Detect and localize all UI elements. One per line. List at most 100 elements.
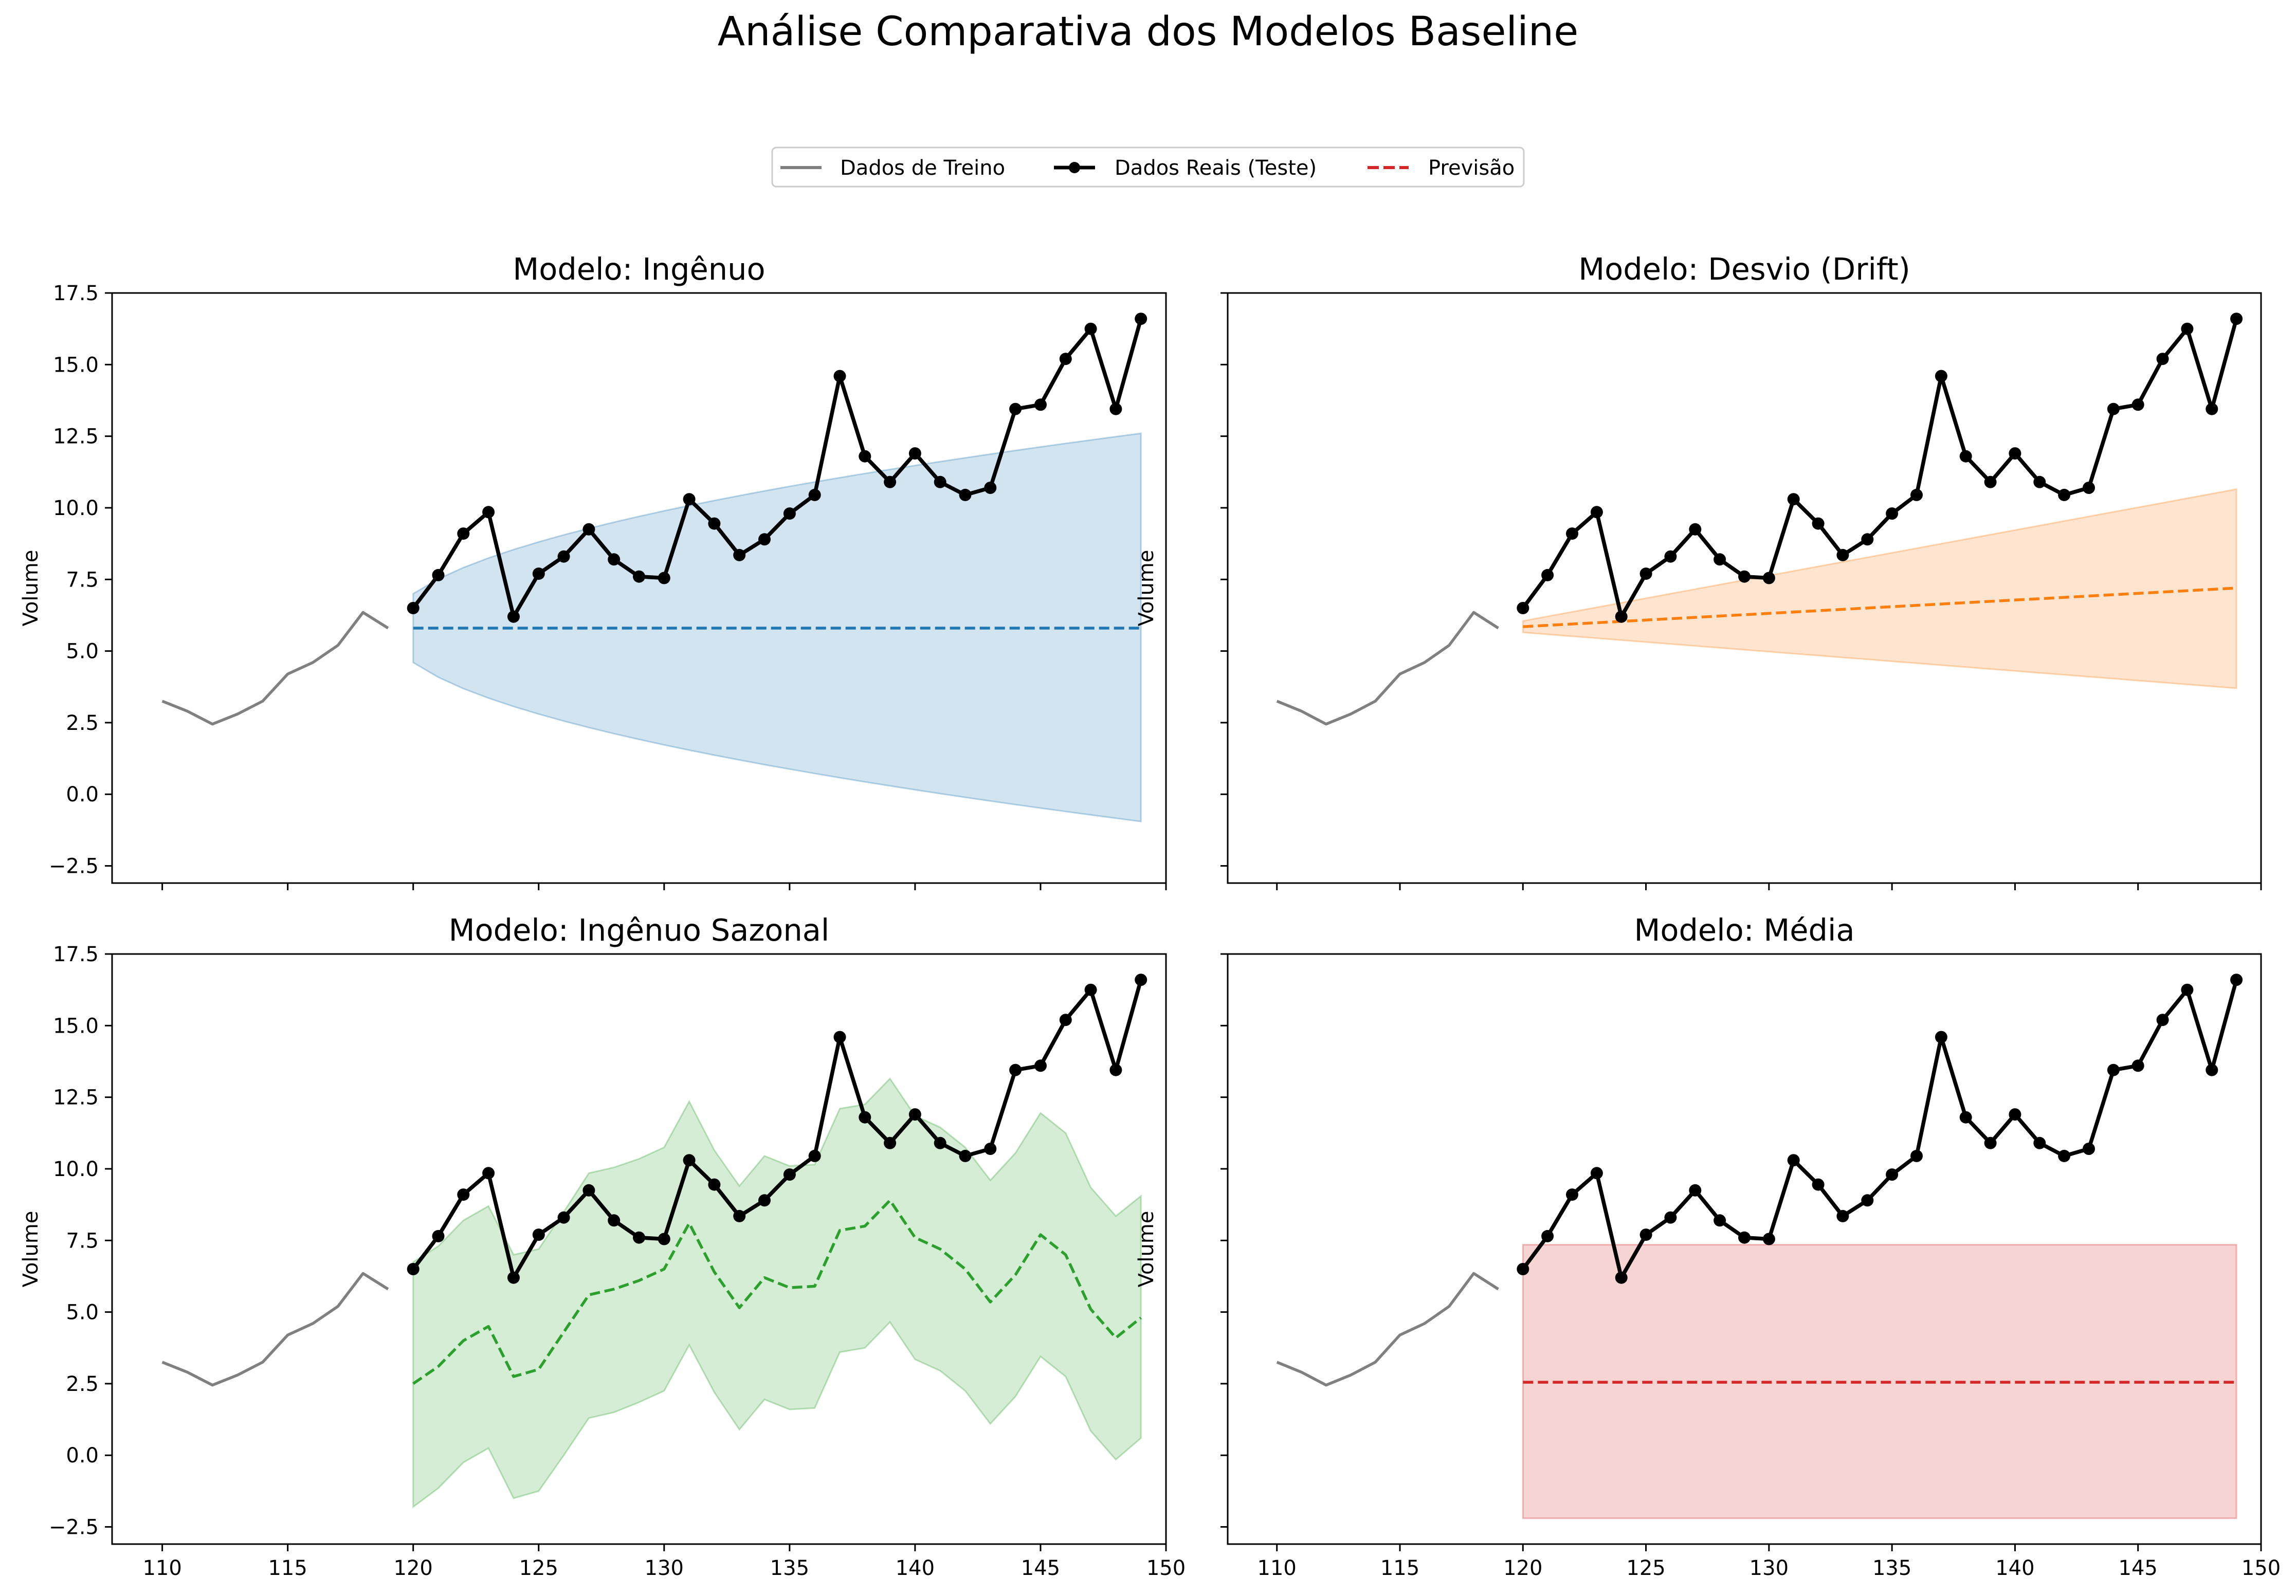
test-point (1084, 322, 1097, 335)
prediction-interval-band (412, 1077, 1142, 1509)
legend-forecast-label: Previsão (1428, 156, 1515, 180)
test-point (1910, 488, 1923, 501)
test-point (1664, 550, 1677, 563)
test-point (1664, 1211, 1677, 1224)
x-tick-label: 135 (770, 1556, 809, 1580)
test-point (808, 1149, 821, 1162)
test-point (708, 517, 721, 530)
test-point (1886, 507, 1899, 520)
axes-frame (111, 292, 1167, 884)
test-point (934, 475, 946, 488)
test-point (1034, 398, 1047, 411)
test-point (2131, 1059, 2144, 1072)
test-point (2131, 398, 2144, 411)
panel-modelo-ingenuo: Modelo: Ingênuo Volume −2.5 0.0 2.5 5.0 7.5 10.… (19, 251, 1167, 890)
y-axis-label: Volume (19, 1211, 43, 1288)
x-tick-label: 110 (142, 1556, 181, 1580)
test-point (407, 602, 420, 614)
legend-test-marker (1069, 162, 1080, 173)
test-point (1084, 983, 1097, 996)
test-point (1009, 1063, 1022, 1076)
y-tick-label: 12.5 (53, 1086, 99, 1110)
test-point (482, 506, 495, 519)
test-point (1109, 402, 1122, 415)
test-point (2156, 1014, 2169, 1026)
x-tick-label: 145 (1021, 1556, 1060, 1580)
test-point (1517, 602, 1529, 614)
test-point (984, 482, 997, 494)
test-point (2230, 974, 2243, 986)
panels: Modelo: Ingênuo Volume −2.5 0.0 2.5 5.0 7.5 10.… (19, 251, 2281, 1580)
test-line (1521, 979, 2238, 1280)
test-point (2033, 475, 2046, 488)
x-tick-label: 120 (394, 1556, 433, 1580)
axes-frame (1227, 292, 2262, 884)
test-point (1812, 517, 1825, 530)
test-point (1689, 523, 1702, 536)
test-point (1935, 370, 1947, 382)
test-point (1541, 568, 1554, 581)
x-tick-label: 145 (2119, 1556, 2158, 1580)
y-tick-label: −2.5 (49, 855, 99, 878)
test-point (1861, 1194, 1874, 1207)
legend: Dados de Treino Dados Reais (Teste) Prev… (771, 146, 1525, 188)
panel-modelo-ingenuo-sazonal: Modelo: Ingênuo Sazonal Volume −2.5 0.0 2.5 5… (19, 912, 1186, 1580)
axes-frame (111, 953, 1167, 1545)
test-point (1517, 1263, 1529, 1275)
x-tick-label: 130 (1750, 1556, 1789, 1580)
test-point (2206, 1063, 2218, 1076)
test-point (2058, 488, 2071, 501)
test-point (1910, 1149, 1923, 1162)
test-point (859, 1111, 871, 1124)
x-tick-label: 115 (268, 1556, 307, 1580)
train-line (161, 611, 389, 726)
test-point (1738, 1231, 1751, 1244)
test-point (507, 1271, 520, 1284)
test-point (708, 1178, 721, 1191)
test-point (1639, 1228, 1652, 1241)
test-point (1861, 533, 1874, 546)
train-line (1276, 1272, 1499, 1387)
y-tick-label: 5.0 (66, 640, 99, 664)
test-point (608, 553, 621, 566)
y-tick-label: 2.5 (66, 1372, 99, 1396)
train-line (161, 1272, 389, 1387)
test-point (1541, 1230, 1554, 1242)
y-axis-label: Volume (1135, 550, 1158, 627)
test-point (908, 447, 921, 460)
test-point (2206, 402, 2218, 415)
x-tick-label: 125 (519, 1556, 558, 1580)
test-point (1738, 570, 1751, 583)
test-point (2058, 1149, 2071, 1162)
y-tick-label: 15.0 (53, 353, 99, 377)
y-tick-label: 0.0 (66, 1444, 99, 1467)
test-point (2033, 1136, 2046, 1149)
x-tick-label: 120 (1503, 1556, 1542, 1580)
test-point (2107, 1063, 2120, 1076)
y-tick-label: 5.0 (66, 1301, 99, 1325)
y-tick-label: −2.5 (49, 1516, 99, 1539)
test-point (457, 1188, 470, 1201)
test-point (833, 1031, 846, 1043)
test-point (1034, 1059, 1047, 1072)
legend-frame (771, 146, 1525, 188)
test-point (959, 1149, 972, 1162)
test-point (1059, 353, 1072, 365)
test-point (1714, 1214, 1726, 1227)
forecast-line (412, 1199, 1142, 1385)
x-tick-label: 110 (1258, 1556, 1297, 1580)
test-point (683, 493, 696, 506)
test-point (1109, 1063, 1122, 1076)
test-point (2156, 353, 2169, 365)
test-point (658, 1233, 670, 1245)
panel-modelo-desvio-drift: Modelo: Desvio (Drift) Volume (1135, 251, 2262, 890)
test-point (2083, 482, 2095, 494)
test-point (582, 523, 595, 536)
test-point (1762, 1233, 1775, 1245)
test-point (1135, 313, 1147, 325)
panel-title: Modelo: Desvio (Drift) (1578, 251, 1910, 287)
y-tick-label: 12.5 (53, 425, 99, 449)
test-point (808, 488, 821, 501)
test-point (532, 1228, 545, 1241)
